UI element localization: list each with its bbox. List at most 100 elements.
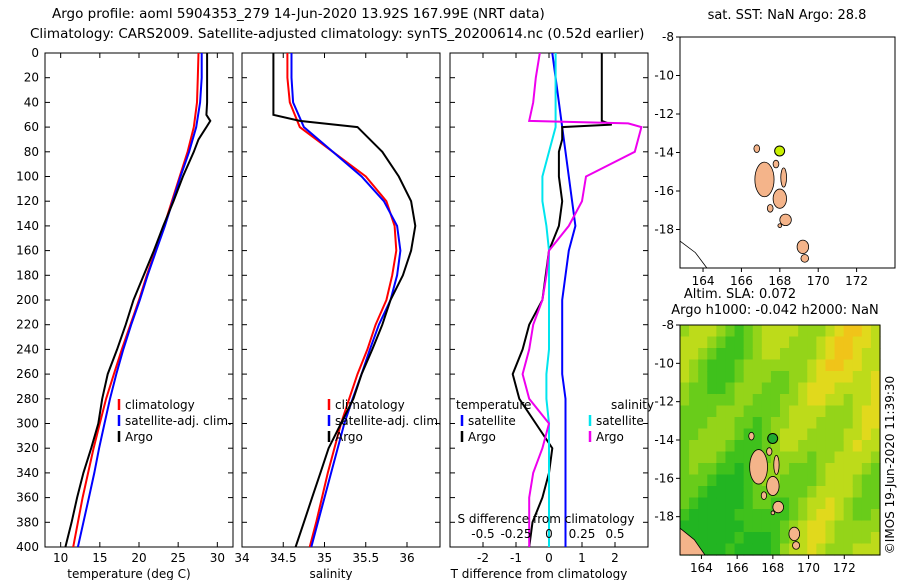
heat-cell (852, 405, 863, 418)
heat-cell (734, 382, 745, 395)
sst_map-panel: -8 -10 -12 -14 -16 -18 164 166 168 170 172 sat. SST… (654, 8, 896, 288)
heat-cell (807, 348, 817, 361)
heat-cell (789, 451, 799, 464)
heat-cell (870, 428, 881, 441)
heat-cell (807, 394, 817, 407)
x2-tick-label: -0.5 (471, 527, 494, 541)
heat-cell (707, 463, 717, 476)
heat-cell (780, 451, 790, 464)
heat-cell (834, 474, 845, 487)
heat-cell (870, 359, 881, 372)
heat-cell (734, 474, 745, 487)
heat-cell (752, 405, 763, 418)
heat-cell (680, 417, 690, 430)
x-tick-label: 35.5 (352, 551, 379, 565)
heat-cell (798, 417, 808, 430)
heat-cell (725, 359, 736, 372)
heat-cell (707, 382, 717, 395)
heat-cell (825, 520, 836, 533)
series-line (551, 53, 577, 547)
y-tick-label: 80 (24, 145, 39, 159)
heat-cell (734, 543, 745, 556)
heat-cell (689, 348, 699, 361)
heat-cell (798, 451, 808, 464)
heat-cell (707, 428, 717, 441)
heat-cell (725, 428, 736, 441)
y-tick-label: 120 (16, 194, 39, 208)
island (779, 213, 792, 227)
heat-cell (707, 348, 717, 361)
legend-label: climatology (335, 398, 405, 412)
heat-cell (716, 474, 727, 487)
y-tick-label: 0 (31, 46, 39, 60)
heat-cell (707, 474, 717, 487)
x-tick-label: 0 (545, 551, 553, 565)
island (766, 447, 773, 456)
legend-label: satellite (596, 414, 644, 428)
x-tick-label: 1 (578, 551, 586, 565)
heat-cell (852, 417, 863, 430)
heat-cell (780, 382, 790, 395)
x-tick-label: 164 (690, 561, 713, 575)
heat-cell (852, 428, 863, 441)
heat-cell (770, 405, 781, 418)
heat-cell (716, 509, 727, 522)
x2-axis-label: S difference from climatology (458, 512, 635, 526)
heat-cell (834, 394, 845, 407)
heat-cell (752, 497, 763, 510)
heat-cell (834, 428, 845, 441)
heat-cell (870, 474, 881, 487)
heat-cell (834, 451, 845, 464)
heat-cell (698, 348, 708, 361)
heat-cell (707, 520, 717, 533)
heat-cell (798, 486, 808, 499)
x-tick-label: 166 (730, 274, 753, 288)
heat-cell (707, 532, 717, 545)
heat-cell (725, 486, 736, 499)
x-axis-label: temperature (deg C) (67, 567, 190, 580)
legend-group-title: salinity (611, 398, 654, 412)
heat-cell (725, 532, 736, 545)
heat-cell (680, 520, 690, 533)
x2-tick-label: 0.5 (605, 527, 624, 541)
heat-cell (807, 474, 817, 487)
heat-cell (861, 440, 872, 453)
heat-cell (870, 497, 881, 510)
heat-cell (834, 336, 845, 349)
heat-cell (780, 348, 790, 361)
heat-cell (707, 543, 717, 556)
heat-cell (843, 348, 854, 361)
heat-cell (834, 497, 845, 510)
heat-cell (698, 520, 708, 533)
legend-label: climatology (125, 398, 195, 412)
heat-cell (761, 497, 772, 510)
heat-cell (761, 405, 772, 418)
heat-cell (752, 371, 763, 384)
heat-cell (680, 371, 690, 384)
heat-cell (852, 520, 863, 533)
x-tick-label: 36 (399, 551, 414, 565)
heat-cell (870, 532, 881, 545)
heat-cell (698, 532, 708, 545)
heat-cell (834, 543, 845, 556)
heat-cell (734, 509, 745, 522)
heat-cell (834, 348, 845, 361)
island (772, 188, 787, 209)
heat-cell (789, 348, 799, 361)
x-axis-label: T difference from climatology (450, 567, 628, 580)
heat-cell (825, 394, 836, 407)
heat-cell (680, 474, 690, 487)
heat-cell (789, 440, 799, 453)
heat-cell (734, 417, 745, 430)
heat-cell (752, 382, 763, 395)
legend-label: satellite-adj. clim. (335, 414, 442, 428)
heat-cell (725, 440, 736, 453)
heat-cell (816, 325, 827, 338)
heat-cell (861, 336, 872, 349)
heat-cell (825, 543, 836, 556)
heat-cell (834, 520, 845, 533)
heat-cell (761, 474, 772, 487)
heat-cell (716, 325, 727, 338)
heat-cell (852, 325, 863, 338)
heat-cell (834, 382, 845, 395)
